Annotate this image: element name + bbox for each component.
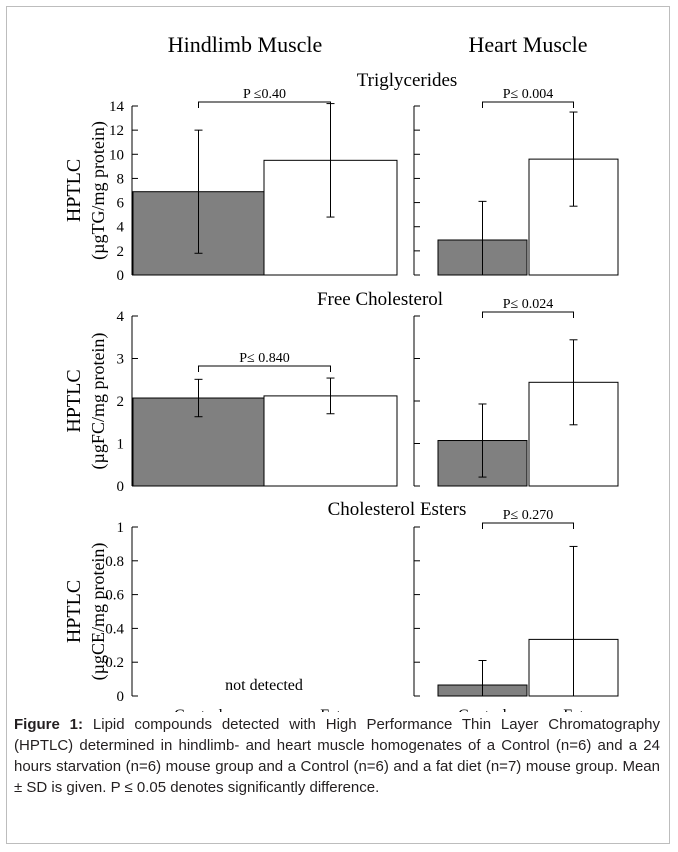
y-axis-label-1-line-1: HPTLC: [63, 369, 85, 432]
row-title-1: Free Cholesterol: [317, 289, 443, 310]
row-1-panel-1-p-value: P≤ 0.024: [503, 297, 553, 312]
y-tick-label-1-0: 0: [117, 479, 125, 495]
y-axis-label-2-line-1: HPTLC: [63, 580, 85, 643]
y-tick-label-1-1: 1: [117, 437, 125, 453]
y-tick-label-1-4: 4: [117, 309, 125, 325]
y-tick-label-0-5: 10: [109, 147, 124, 163]
y-tick-label-2-5: 1: [117, 520, 125, 536]
row-0-panel-0-significance-bracket: [198, 101, 331, 108]
y-tick-label-1-2: 2: [117, 394, 125, 410]
x-category-label-panel-1-control: Control: [458, 707, 507, 712]
column-title-heart: Heart Muscle: [468, 32, 587, 57]
figure-caption: Figure 1: Lipid compounds detected with …: [14, 714, 660, 798]
x-category-label-panel-0-fat: Fat: [320, 707, 341, 712]
row-0-panel-1-significance-bracket: [482, 101, 574, 108]
row-1-panel-1-significance-bracket: [482, 311, 574, 318]
y-tick-label-2-4: 0.8: [105, 554, 124, 570]
y-tick-label-2-3: 0.6: [105, 588, 124, 604]
y-tick-label-0-6: 12: [109, 123, 124, 139]
y-tick-label-0-3: 6: [117, 196, 125, 212]
caption-text: Lipid compounds detected with High Perfo…: [14, 716, 661, 796]
row-0-panel-0-p-value: P ≤0.40: [243, 87, 286, 102]
row-0-panel-1-p-value: P≤ 0.004: [503, 87, 553, 102]
row-2-panel-1-significance-bracket: [482, 522, 574, 529]
bar-chart-figure: Hindlimb Muscle Heart Muscle Triglycerid…: [63, 32, 619, 712]
y-tick-label-0-7: 14: [109, 99, 125, 115]
row-2-panel-1-p-value: P≤ 0.270: [503, 508, 553, 523]
y-axis-label-2-line-2: (µgCE/mg protein): [88, 543, 109, 681]
y-axis-label-0-line-2: (µgTG/mg protein): [88, 121, 109, 260]
y-tick-label-0-0: 0: [117, 268, 125, 284]
y-tick-label-2-0: 0: [117, 689, 125, 705]
y-tick-label-2-2: 0.4: [105, 621, 124, 637]
caption-label: Figure 1:: [14, 716, 84, 733]
row-title-2: Cholesterol Esters: [328, 499, 467, 520]
x-category-label-panel-1-fat: Fat: [563, 707, 584, 712]
row-title-0: Triglycerides: [357, 70, 458, 91]
y-tick-label-1-3: 3: [117, 352, 125, 368]
y-axis-label-0-line-1: HPTLC: [63, 159, 85, 222]
y-tick-label-2-1: 0.2: [105, 655, 124, 671]
row-2-panel-0-note: not detected: [225, 677, 303, 694]
y-axis-label-1-line-2: (µgFC/mg protein): [88, 333, 109, 470]
y-tick-label-0-1: 2: [117, 244, 125, 260]
y-tick-label-0-2: 4: [117, 220, 125, 236]
column-title-hindlimb: Hindlimb Muscle: [168, 32, 323, 57]
row-1-panel-0-p-value: P≤ 0.840: [239, 351, 289, 366]
y-tick-label-0-4: 8: [117, 171, 125, 187]
x-category-label-panel-0-control: Control: [174, 707, 223, 712]
row-1-panel-0-significance-bracket: [198, 365, 331, 372]
